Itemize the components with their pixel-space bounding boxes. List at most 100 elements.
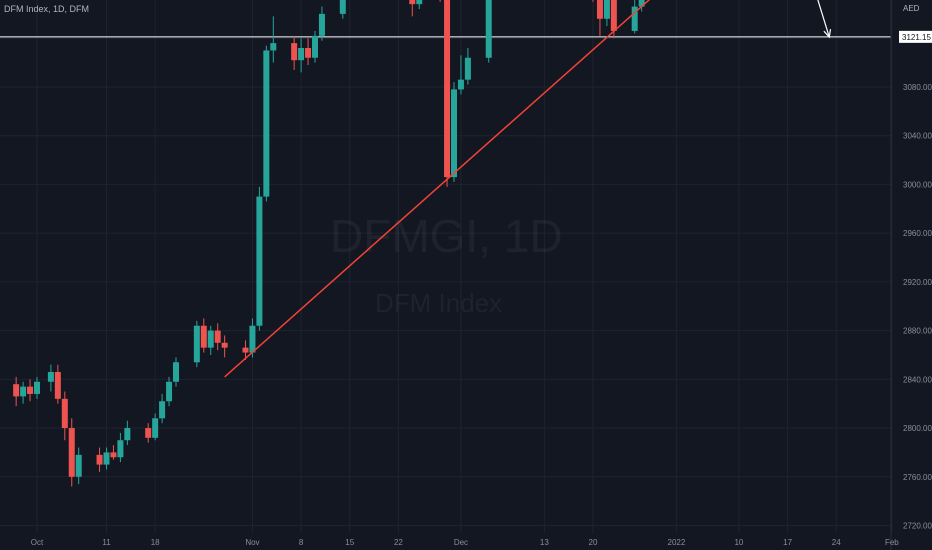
candle bbox=[312, 30, 318, 63]
candle bbox=[200, 318, 207, 353]
candle bbox=[596, 0, 603, 36]
candle bbox=[61, 391, 68, 441]
candle bbox=[54, 364, 61, 404]
time-axis[interactable]: Oct1118Nov81522Dec13202022101724Feb1421 bbox=[31, 538, 932, 547]
price-tags: 3501.653277.853232.153182.803158.553121.… bbox=[899, 30, 932, 43]
candle-body bbox=[457, 79, 464, 90]
chart-title: DFM Index, 1D, DFM bbox=[4, 4, 90, 14]
level-price-tag: 3121.15 bbox=[899, 30, 932, 43]
candle bbox=[75, 447, 82, 485]
candle-body bbox=[200, 325, 207, 348]
candle-body bbox=[631, 6, 638, 31]
candle-body bbox=[298, 48, 305, 61]
time-tick-label: 22 bbox=[394, 538, 403, 547]
candle-body bbox=[249, 325, 256, 353]
candle-body bbox=[152, 418, 159, 438]
candle-body bbox=[485, 0, 492, 58]
watermark-symbol: DFMGI, 1D bbox=[330, 210, 563, 262]
candle bbox=[444, 0, 451, 187]
candle-body bbox=[339, 0, 346, 14]
candle bbox=[34, 376, 40, 399]
candle bbox=[256, 186, 263, 331]
time-tick-label: 17 bbox=[783, 538, 792, 547]
price-tick-label: 3040.00 bbox=[903, 132, 932, 141]
price-tick-label: 3000.00 bbox=[903, 180, 932, 189]
annotations bbox=[224, 0, 832, 378]
time-tick-label: 2022 bbox=[668, 538, 686, 547]
candle bbox=[159, 393, 166, 424]
candle bbox=[291, 35, 298, 70]
candle-body bbox=[27, 386, 34, 394]
candle-body bbox=[61, 398, 68, 429]
candle bbox=[305, 38, 312, 66]
time-tick-label: Dec bbox=[454, 538, 468, 547]
level-price-tag-bg bbox=[899, 30, 932, 43]
candle-body bbox=[603, 0, 610, 19]
candle-body bbox=[409, 0, 416, 5]
candle-body bbox=[596, 0, 603, 19]
candle bbox=[96, 447, 103, 472]
candle-body bbox=[13, 384, 20, 397]
grid bbox=[0, 0, 893, 533]
candle bbox=[298, 38, 305, 73]
time-tick-label: 20 bbox=[589, 538, 598, 547]
candle bbox=[145, 423, 152, 443]
time-tick-label: Oct bbox=[31, 538, 44, 547]
candle-body bbox=[193, 325, 200, 363]
candle-body bbox=[242, 347, 249, 353]
candle-body bbox=[416, 0, 423, 5]
candle bbox=[270, 16, 277, 63]
price-axis[interactable]: 2720.00 2760.00 2800.00 2840.00 2880.00 2920.… bbox=[903, 0, 932, 530]
candle bbox=[451, 82, 457, 182]
candle-body bbox=[124, 428, 131, 441]
candle bbox=[464, 48, 471, 85]
candle bbox=[124, 420, 131, 446]
candle bbox=[439, 0, 441, 2]
candle bbox=[339, 0, 346, 19]
candle bbox=[263, 45, 270, 202]
candle bbox=[117, 432, 124, 463]
bearish-arrow bbox=[817, 0, 832, 39]
candle-body bbox=[305, 48, 312, 58]
candle bbox=[103, 447, 110, 470]
candle-body bbox=[214, 330, 221, 343]
watermark-name: DFM Index bbox=[375, 288, 502, 318]
arrow-shaft bbox=[817, 0, 830, 38]
level-price-tag-text: 3121.15 bbox=[902, 33, 931, 42]
price-tick-label: 2800.00 bbox=[903, 424, 932, 433]
candle-body bbox=[54, 372, 61, 399]
candle bbox=[318, 6, 325, 41]
candle bbox=[409, 0, 416, 17]
candle bbox=[173, 357, 179, 387]
candle-body bbox=[610, 0, 617, 31]
support-trendline bbox=[224, 0, 651, 378]
candle bbox=[592, 0, 594, 2]
candle bbox=[207, 325, 214, 355]
candle-body bbox=[444, 0, 451, 178]
candle bbox=[242, 340, 249, 360]
candle-body bbox=[221, 342, 228, 348]
candle-body bbox=[312, 35, 318, 58]
candle-body bbox=[34, 381, 40, 394]
candle-body bbox=[256, 196, 263, 326]
candle-body bbox=[166, 381, 173, 402]
candle-body bbox=[638, 0, 645, 7]
candle-body bbox=[96, 454, 103, 465]
price-tick-label: 2920.00 bbox=[903, 278, 932, 287]
candle-body bbox=[207, 330, 214, 348]
candle bbox=[249, 318, 256, 358]
candle-body bbox=[464, 57, 471, 80]
candle-body bbox=[318, 13, 325, 36]
currency-label: AED bbox=[903, 4, 920, 13]
candle bbox=[27, 379, 34, 402]
candle bbox=[485, 0, 492, 63]
candle-body bbox=[159, 401, 166, 419]
candle-body bbox=[173, 362, 179, 382]
candle-body bbox=[110, 452, 117, 458]
candle-body bbox=[451, 89, 457, 178]
candle bbox=[457, 55, 464, 95]
candle-body bbox=[263, 50, 270, 197]
candle-body bbox=[20, 386, 27, 397]
time-tick-label: 18 bbox=[151, 538, 160, 547]
